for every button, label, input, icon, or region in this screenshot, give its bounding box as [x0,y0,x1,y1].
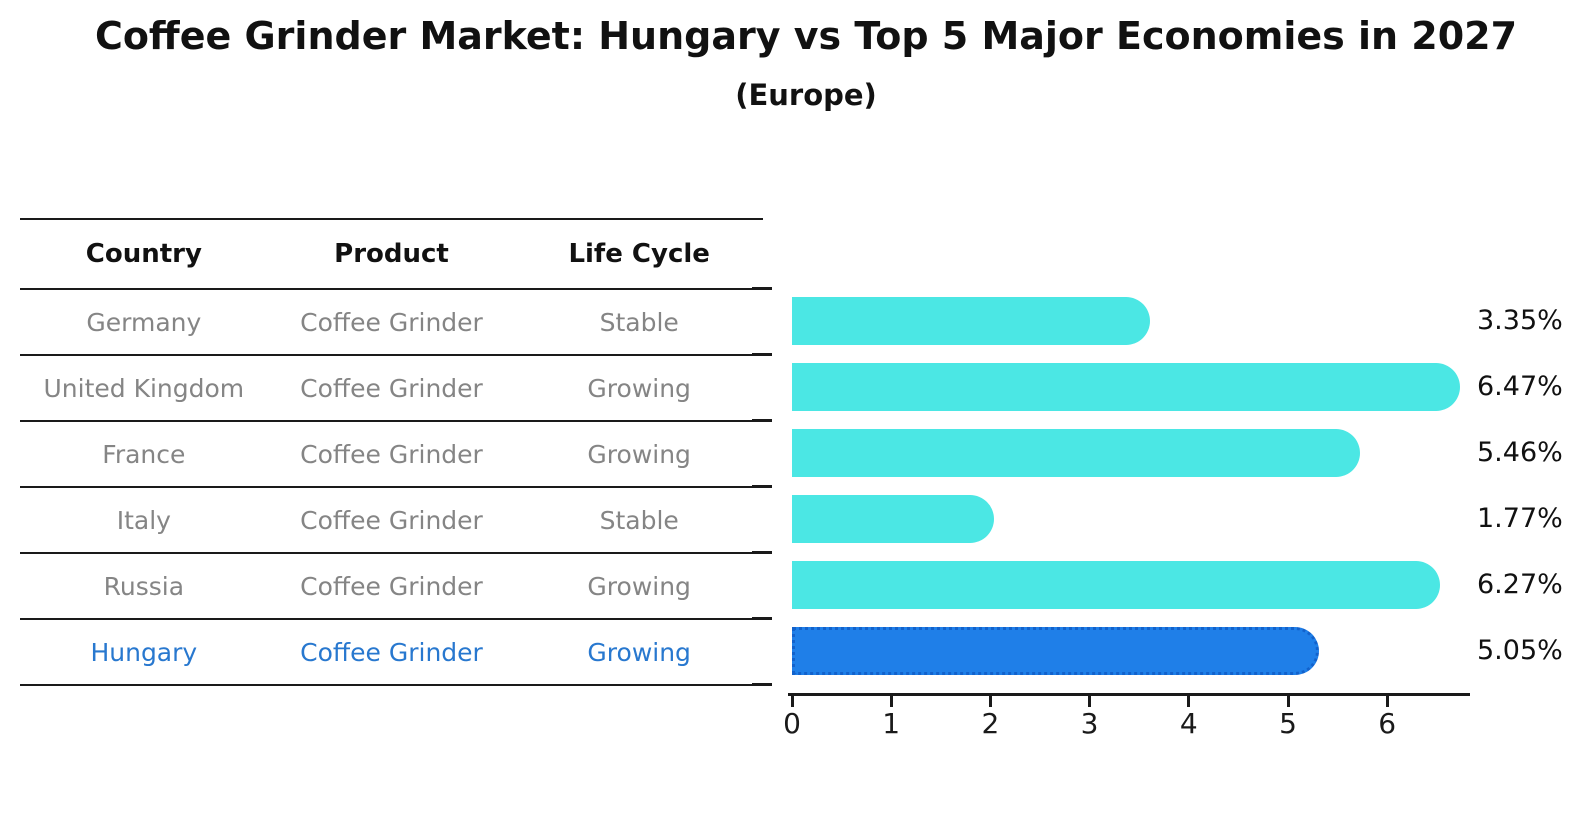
x-tick-label: 5 [1279,707,1297,740]
bar-value-label: 5.05% [1477,635,1563,666]
table-cell-life-cycle: Growing [587,439,691,469]
table-row-united-kingdom: United Kingdom Coffee Grinder Growing [20,354,763,420]
table-cell-product: Coffee Grinder [300,439,483,469]
x-tick-mark [790,696,794,707]
table-cell-country: United Kingdom [43,373,245,403]
table-cell-country: Russia [103,571,185,601]
bar-italy [792,495,994,543]
x-tick-label: 2 [981,707,1000,740]
y-tick-mark [752,551,772,554]
table-cell-life-cycle: Stable [599,307,679,337]
table-cell-country: Italy [116,505,171,535]
table-header-row: Country Product Life Cycle [20,218,763,288]
bar-value-label: 6.47% [1477,371,1563,402]
table-cell-life-cycle: Growing [587,571,691,601]
x-tick-mark [1385,696,1389,707]
bar-russia [792,561,1440,609]
bar-value-label: 5.46% [1477,437,1563,468]
bar-united-kingdom [792,363,1460,411]
table-row-hungary: Hungary Coffee Grinder Growing [20,618,763,684]
y-tick-mark [752,419,772,422]
x-tick-mark [1088,696,1092,707]
x-tick-mark [1187,696,1191,707]
table-row-italy: Italy Coffee Grinder Stable [20,486,763,552]
table-row-france: France Coffee Grinder Growing [20,420,763,486]
x-tick-label: 1 [882,707,901,740]
table-header-product: Product [334,239,449,269]
bar-value-label: 1.77% [1477,503,1563,534]
x-tick-mark [889,696,893,707]
bar-hungary [792,627,1319,675]
bar-value-label: 3.35% [1477,305,1563,336]
y-tick-mark [752,617,772,620]
table-cell-product: Coffee Grinder [300,571,483,601]
table-row-germany: Germany Coffee Grinder Stable [20,288,763,354]
y-tick-mark [752,683,772,686]
table-row-russia: Russia Coffee Grinder Growing [20,552,763,618]
x-tick-label: 4 [1179,707,1198,740]
x-tick-mark [988,696,992,707]
chart-subtitle: (Europe) [735,78,877,112]
x-tick-mark [1286,696,1290,707]
x-axis-line [788,693,1470,696]
table-cell-country: Germany [86,307,202,337]
table-header-life-cycle: Life Cycle [568,239,710,269]
table-cell-life-cycle: Stable [599,505,679,535]
table-cell-life-cycle: Growing [587,373,691,403]
y-tick-mark [752,287,772,290]
table-cell-product: Coffee Grinder [300,505,483,535]
table-cell-country: Hungary [90,637,198,667]
table-header-country: Country [85,239,202,269]
country-table: Country Product Life Cycle Germany Coffee… [20,218,763,686]
x-tick-label: 6 [1378,707,1397,740]
x-tick-label: 0 [783,707,801,740]
y-tick-mark [752,485,772,488]
y-tick-mark [752,353,772,356]
table-cell-product: Coffee Grinder [300,307,483,337]
x-tick-label: 3 [1080,707,1099,740]
bar-germany [792,297,1150,345]
table-cell-product: Coffee Grinder [300,637,483,667]
table-cell-life-cycle: Growing [587,637,691,667]
bar-value-label: 6.27% [1477,569,1563,600]
bar-france [792,429,1360,477]
chart-title: Coffee Grinder Market: Hungary vs Top 5 … [94,14,1518,58]
table-cell-country: France [102,439,186,469]
table-cell-product: Coffee Grinder [300,373,483,403]
